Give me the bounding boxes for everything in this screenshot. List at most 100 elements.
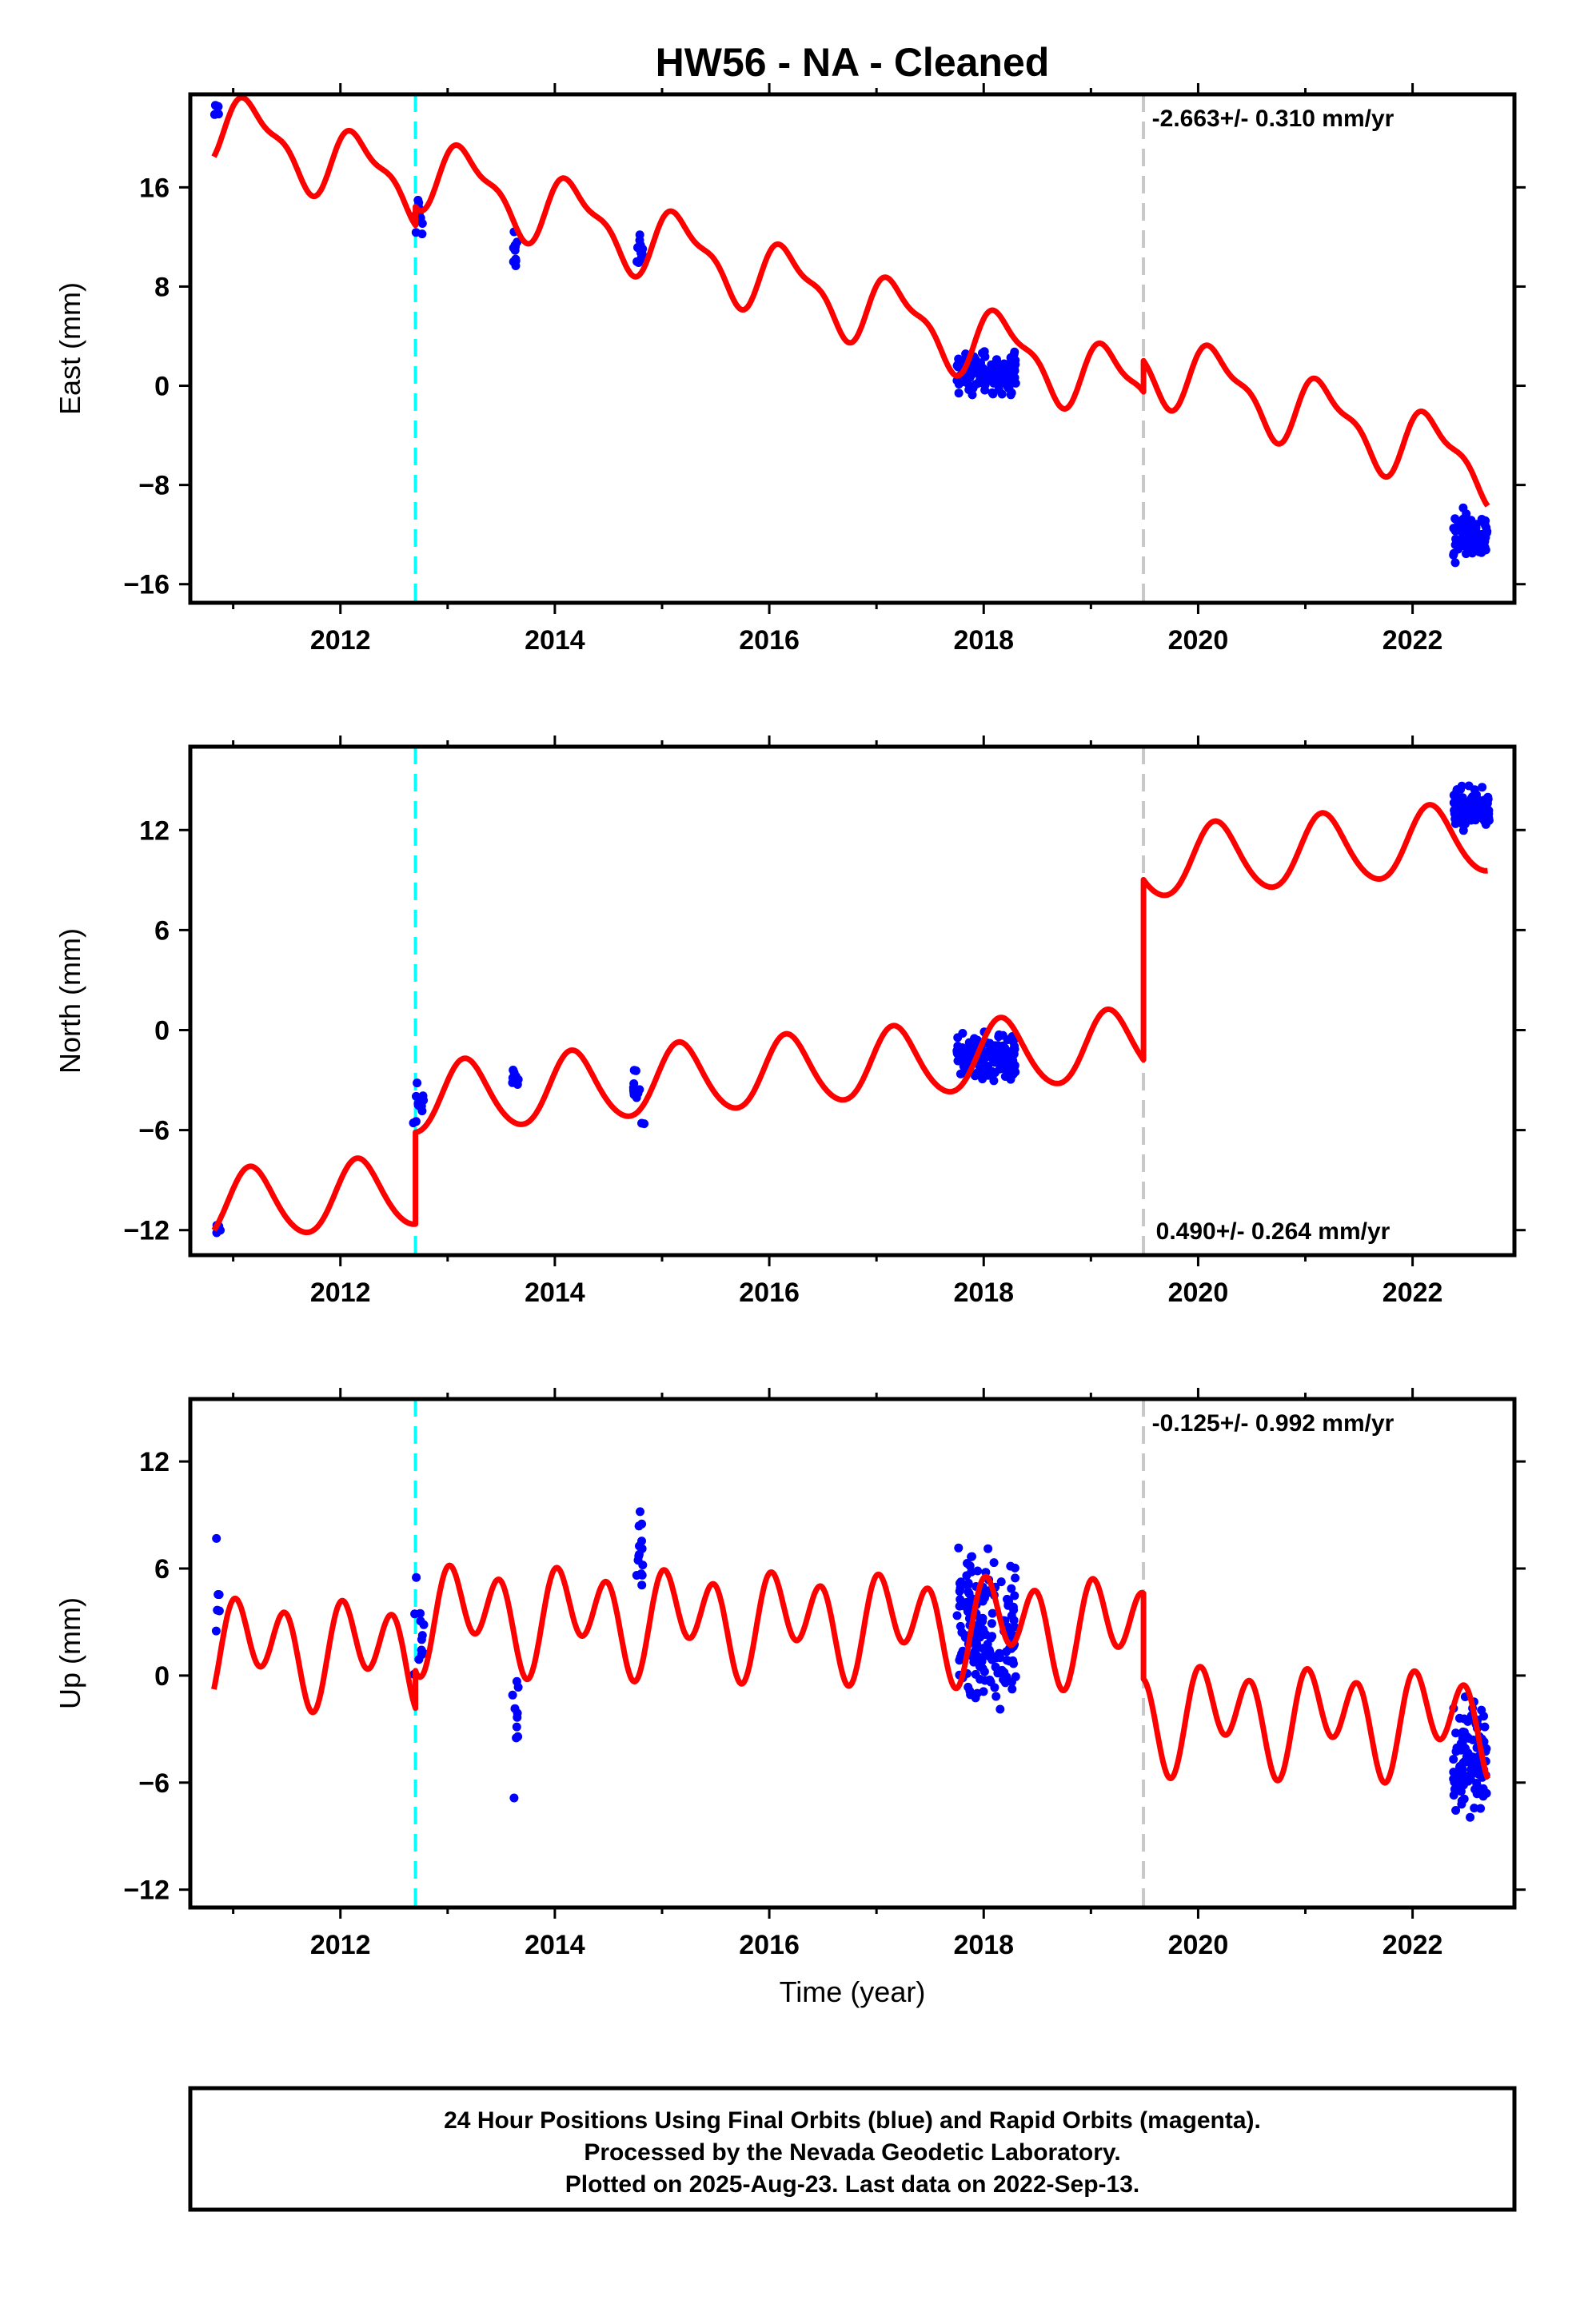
data-point xyxy=(213,1605,222,1615)
y-tick-label: 0 xyxy=(154,1661,170,1692)
data-point xyxy=(985,1046,995,1055)
footer-line-1: 24 Hour Positions Using Final Orbits (bl… xyxy=(444,2107,1261,2134)
data-point xyxy=(1479,1712,1488,1721)
data-point xyxy=(1458,819,1467,828)
x-tick-label: 2016 xyxy=(739,1930,800,1960)
x-tick-label: 2012 xyxy=(310,625,371,656)
data-point xyxy=(982,1589,991,1598)
model-curve xyxy=(211,1562,1490,1786)
data-point xyxy=(980,385,990,395)
data-point xyxy=(953,362,963,372)
data-point xyxy=(972,1069,981,1078)
data-point xyxy=(415,1102,424,1110)
y-tick-label: −16 xyxy=(123,570,170,600)
data-point xyxy=(629,1066,639,1075)
data-point xyxy=(987,363,996,373)
y-axis-label: North (mm) xyxy=(54,928,86,1074)
data-point xyxy=(1463,1776,1473,1786)
model-curve-line xyxy=(211,94,1490,508)
data-point xyxy=(1466,1812,1475,1822)
data-point xyxy=(1465,540,1474,549)
data-point xyxy=(980,347,989,357)
data-point xyxy=(975,1062,984,1070)
data-point xyxy=(988,1608,997,1618)
x-tick-label: 2022 xyxy=(1382,625,1443,656)
data-point xyxy=(954,354,964,364)
data-point xyxy=(999,1675,1008,1684)
data-point xyxy=(1457,1739,1466,1748)
x-tick-label: 2012 xyxy=(310,1278,371,1308)
data-point xyxy=(1454,1713,1464,1723)
y-tick-label: 16 xyxy=(139,173,170,203)
velocity-label: -2.663+/- 0.310 mm/yr xyxy=(1152,106,1394,132)
data-point xyxy=(988,371,998,380)
data-point xyxy=(989,1076,999,1086)
plot-frame xyxy=(188,744,1517,1258)
data-point xyxy=(958,1029,968,1038)
data-point xyxy=(512,1733,521,1743)
data-point xyxy=(413,195,423,205)
y-tick-label: 6 xyxy=(154,915,170,946)
model-curve-line xyxy=(211,1562,1490,1786)
y-axis-label: East (mm) xyxy=(54,282,86,415)
x-tick-label: 2014 xyxy=(525,625,585,656)
data-point xyxy=(1010,1062,1019,1071)
data-point xyxy=(416,1608,425,1618)
data-point xyxy=(1453,792,1462,802)
data-point xyxy=(991,1692,1001,1701)
data-point xyxy=(1009,361,1019,371)
data-point xyxy=(1470,799,1480,808)
data-point xyxy=(1454,1784,1464,1792)
data-point xyxy=(418,1091,428,1101)
data-point xyxy=(983,1062,992,1070)
data-point xyxy=(954,389,964,398)
data-point xyxy=(1004,1656,1014,1666)
data-point xyxy=(960,1630,969,1640)
data-point xyxy=(634,1521,644,1531)
data-point xyxy=(960,1045,970,1054)
data-point xyxy=(956,1595,965,1604)
data-point xyxy=(996,1577,1006,1587)
chart-title: HW56 - NA - Cleaned xyxy=(656,40,1050,85)
data-point xyxy=(1481,819,1490,829)
data-point xyxy=(973,1566,983,1576)
data-point xyxy=(513,1708,522,1718)
data-point xyxy=(1479,795,1489,805)
data-point xyxy=(1471,523,1481,532)
data-point xyxy=(979,1070,988,1080)
data-point xyxy=(966,1690,976,1700)
data-point xyxy=(956,1584,965,1593)
east-panel: 2012 2014 2016 2018 2020 2022 −16 −8 0 8 16 East (m… xyxy=(54,83,1526,656)
data-point xyxy=(998,1030,1007,1040)
data-point xyxy=(1006,1074,1015,1084)
x-tick-label: 2022 xyxy=(1382,1930,1443,1960)
data-point xyxy=(1003,1600,1013,1610)
data-point xyxy=(638,1561,648,1570)
data-point xyxy=(629,1087,639,1097)
x-tick-label: 2020 xyxy=(1168,1278,1229,1308)
footer-box: 24 Hour Positions Using Final Orbits (bl… xyxy=(188,2086,1517,2212)
data-point xyxy=(976,1632,985,1642)
x-tick-label: 2022 xyxy=(1382,1278,1443,1308)
data-point xyxy=(995,1704,1005,1714)
footer-line-3: Plotted on 2025-Aug-23. Last data on 202… xyxy=(565,2171,1140,2198)
y-tick-label: −12 xyxy=(123,1876,170,1906)
y-tick-label: 12 xyxy=(139,815,170,846)
data-point xyxy=(508,1690,517,1700)
data-point xyxy=(989,1558,999,1568)
data-point xyxy=(640,1119,649,1129)
data-point xyxy=(1476,1804,1486,1813)
data-point xyxy=(963,1581,972,1590)
data-point xyxy=(970,1647,980,1656)
data-point xyxy=(1472,790,1481,799)
data-point xyxy=(509,1793,519,1803)
data-point xyxy=(1454,524,1462,533)
data-point xyxy=(964,1682,973,1692)
data-point xyxy=(1463,526,1473,536)
data-point xyxy=(635,236,644,245)
data-point xyxy=(1455,1763,1464,1772)
model-curve-line xyxy=(211,802,1490,1236)
data-point xyxy=(637,1581,647,1590)
